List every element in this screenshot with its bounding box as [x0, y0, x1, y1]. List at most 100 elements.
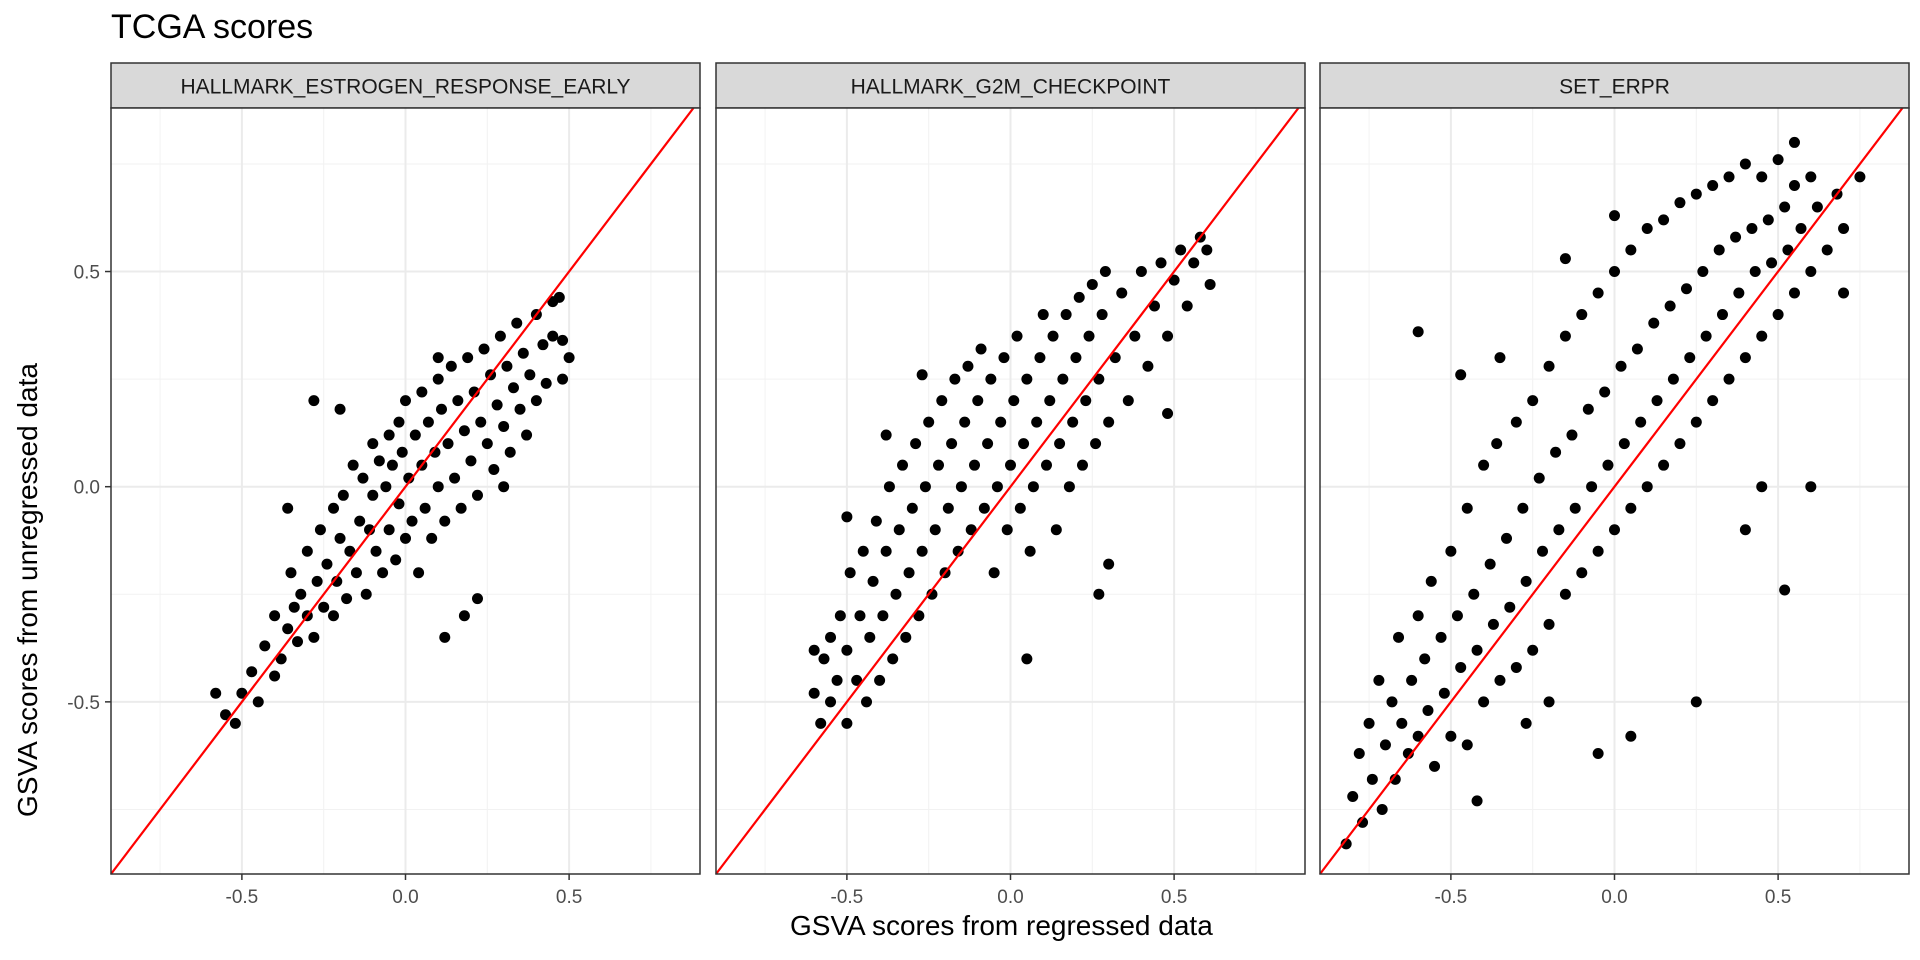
data-point: [1527, 644, 1539, 656]
data-point: [1005, 459, 1016, 471]
data-point: [1739, 352, 1751, 364]
x-tick-label: 0.0: [1601, 887, 1627, 908]
data-point: [269, 670, 281, 682]
data-point: [1063, 481, 1075, 493]
data-point: [557, 334, 569, 346]
data-point: [1739, 524, 1751, 536]
data-point: [1805, 481, 1817, 493]
x-tick-label: 0.5: [556, 887, 582, 908]
data-point: [1520, 575, 1532, 587]
data-point: [870, 515, 882, 527]
data-point: [347, 459, 359, 471]
data-point: [471, 593, 483, 605]
data-point: [998, 352, 1010, 364]
data-point: [1576, 567, 1588, 579]
data-point: [491, 399, 503, 411]
data-point: [504, 446, 516, 458]
data-point: [1838, 222, 1850, 234]
data-point: [1445, 545, 1457, 557]
data-point: [1175, 244, 1187, 256]
data-point: [301, 545, 313, 557]
data-point: [210, 687, 222, 699]
identity-line: [110, 107, 695, 875]
data-point: [1347, 791, 1359, 803]
data-point: [478, 343, 490, 355]
data-point: [1543, 696, 1555, 708]
data-point: [475, 416, 487, 428]
data-point: [259, 640, 271, 652]
data-point: [1716, 309, 1728, 321]
data-point: [1412, 610, 1424, 622]
data-point: [965, 524, 977, 536]
data-point: [1779, 201, 1791, 213]
data-point: [1073, 291, 1085, 303]
data-point: [409, 429, 421, 441]
data-point: [1684, 352, 1696, 364]
data-point: [1340, 838, 1352, 850]
data-point: [959, 416, 971, 428]
data-point: [887, 653, 899, 665]
data-point: [1445, 730, 1457, 742]
data-point: [818, 653, 830, 665]
data-point: [972, 395, 984, 407]
data-point: [919, 481, 931, 493]
data-point: [498, 420, 510, 432]
data-point: [1040, 459, 1052, 471]
data-point: [1034, 352, 1046, 364]
data-point: [547, 330, 559, 342]
data-point: [1625, 730, 1637, 742]
data-point: [1690, 416, 1702, 428]
data-point: [975, 343, 987, 355]
data-point: [991, 481, 1003, 493]
data-point: [1168, 274, 1180, 286]
data-point: [1788, 136, 1800, 148]
data-point: [988, 567, 1000, 579]
data-point: [1008, 395, 1020, 407]
data-point: [1054, 438, 1066, 450]
data-point: [910, 438, 922, 450]
data-point: [1396, 717, 1408, 729]
data-point: [383, 524, 395, 536]
data-point: [985, 373, 997, 385]
data-point: [906, 502, 918, 514]
data-point: [1550, 446, 1562, 458]
data-point: [883, 481, 895, 493]
data-point: [432, 352, 444, 364]
data-point: [393, 416, 405, 428]
data-point: [1024, 545, 1036, 557]
data-point: [1504, 601, 1516, 613]
data-point: [357, 472, 369, 484]
data-point: [1756, 171, 1768, 183]
facet-strip-label: HALLMARK_G2M_CHECKPOINT: [851, 76, 1171, 99]
data-point: [1376, 803, 1388, 815]
data-point: [1527, 395, 1539, 407]
data-point: [334, 403, 346, 415]
data-point: [1357, 816, 1369, 828]
data-point: [1569, 502, 1581, 514]
data-point: [1648, 317, 1660, 329]
data-point: [1366, 773, 1378, 785]
data-point: [926, 588, 938, 600]
data-point: [969, 459, 981, 471]
data-point: [432, 481, 444, 493]
data-point: [1155, 257, 1167, 269]
data-point: [1641, 481, 1653, 493]
data-point: [1782, 244, 1794, 256]
data-point: [1103, 558, 1115, 570]
data-point: [978, 502, 990, 514]
data-point: [1674, 438, 1686, 450]
data-point: [1582, 403, 1594, 415]
data-point: [413, 567, 425, 579]
data-point: [432, 373, 444, 385]
data-point: [373, 455, 385, 467]
data-point: [344, 545, 356, 557]
facet-strip: [1319, 62, 1910, 109]
data-point: [952, 545, 964, 557]
data-point: [1425, 575, 1437, 587]
data-point: [982, 438, 994, 450]
data-point: [1723, 171, 1735, 183]
facet-strip-label: HALLMARK_ESTROGEN_RESPONSE_EARLY: [180, 76, 630, 99]
data-point: [501, 360, 513, 372]
facet-panel: SET_ERPR -0.5 0.0 0.5: [1319, 62, 1910, 908]
data-point: [1625, 502, 1637, 514]
